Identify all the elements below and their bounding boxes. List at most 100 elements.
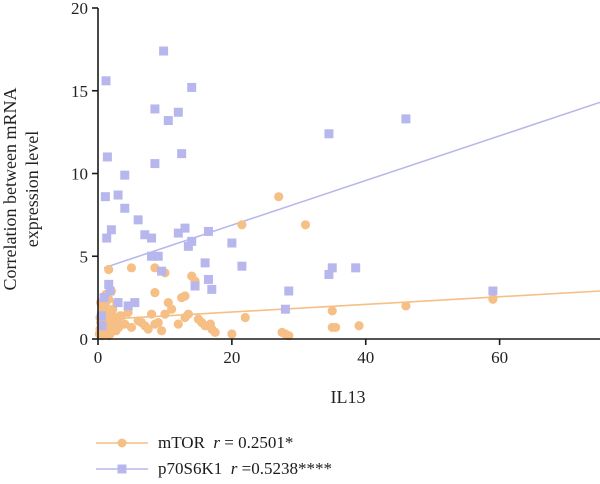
data-point — [401, 301, 411, 311]
x-tick-label: 20 — [223, 348, 240, 367]
data-point — [240, 312, 250, 323]
data-point — [105, 286, 115, 296]
data-point — [200, 258, 210, 268]
data-point — [177, 149, 187, 159]
data-point — [203, 226, 213, 236]
data-point — [150, 288, 160, 298]
data-point — [488, 294, 498, 304]
data-point — [105, 329, 115, 339]
x-tick-label: 60 — [491, 348, 508, 367]
y-axis-title-line-1: Correlation between mRNA — [0, 88, 20, 291]
data-point — [130, 298, 140, 308]
data-point — [140, 230, 150, 240]
data-point — [180, 291, 190, 301]
x-tick-label: 0 — [94, 348, 103, 367]
trend-line-p70s6k1 — [103, 101, 600, 269]
data-point — [104, 264, 114, 275]
legend-swatch-p70s6k1 — [96, 464, 148, 474]
data-point — [173, 107, 183, 117]
data-point — [190, 281, 200, 291]
data-point — [173, 319, 183, 329]
data-point — [180, 223, 190, 233]
data-point — [113, 190, 123, 200]
data-point — [203, 274, 213, 284]
data-point — [106, 307, 116, 318]
data-point — [401, 114, 411, 124]
data-point — [100, 192, 110, 202]
data-point — [331, 322, 341, 333]
data-point — [274, 192, 284, 202]
data-point — [237, 220, 247, 230]
y-axis-title-line-2: expression level — [22, 131, 42, 247]
data-point — [153, 317, 163, 328]
data-point — [102, 152, 112, 162]
legend-label-mtor: mTOR r = 0.2501* — [158, 430, 293, 456]
data-point — [113, 298, 123, 308]
legend-stat-value: = 0.2501* — [224, 433, 294, 452]
legend-series-name: mTOR — [158, 433, 205, 452]
data-point — [159, 46, 169, 56]
data-point — [173, 228, 183, 238]
data-point — [227, 329, 237, 339]
data-point — [327, 263, 337, 273]
data-point — [207, 284, 217, 294]
data-point — [163, 116, 173, 126]
data-point — [324, 269, 334, 279]
data-point — [101, 76, 111, 86]
data-point — [126, 322, 137, 333]
y-tick-label: 10 — [71, 165, 88, 184]
data-point — [106, 225, 116, 235]
data-point — [488, 286, 498, 296]
data-point — [280, 304, 290, 314]
data-point — [300, 220, 311, 230]
data-point — [227, 238, 237, 248]
data-point — [351, 263, 361, 273]
y-axis-title: Correlation between mRNA expression leve… — [0, 88, 42, 291]
plot-area: 0 5 10 15 20 0 20 40 60 — [71, 0, 600, 367]
data-point — [102, 233, 112, 243]
x-tick-label: 40 — [357, 348, 374, 367]
legend-swatch-mtor — [96, 438, 148, 448]
data-point — [133, 316, 143, 326]
data-point — [324, 129, 334, 139]
data-point — [160, 309, 170, 319]
data-point — [104, 279, 114, 289]
data-point — [183, 309, 193, 319]
data-point — [156, 326, 167, 336]
legend-series-name: p70S6K1 — [158, 459, 223, 478]
data-point — [157, 266, 167, 276]
data-point — [97, 321, 107, 331]
data-point — [150, 159, 160, 169]
data-point — [143, 324, 153, 334]
data-point — [205, 319, 216, 329]
data-point — [183, 241, 193, 251]
data-point — [120, 203, 130, 213]
data-point — [120, 170, 130, 180]
data-point — [167, 304, 177, 314]
y-tick-label: 5 — [80, 247, 89, 266]
data-point — [147, 251, 157, 261]
x-axis-title: IL13 — [331, 387, 366, 407]
data-point — [354, 321, 364, 331]
data-point — [123, 301, 133, 311]
data-point — [99, 293, 109, 303]
data-point — [210, 327, 220, 337]
y-tick-label: 0 — [80, 330, 89, 349]
data-point — [327, 306, 337, 316]
data-point — [284, 286, 294, 296]
data-point — [146, 309, 157, 319]
data-point — [147, 233, 157, 243]
legend-stat-symbol: r — [230, 459, 238, 478]
legend-stat-symbol: r — [213, 433, 221, 452]
data-point — [96, 311, 106, 321]
data-point — [187, 236, 197, 246]
y-tick-label: 15 — [71, 82, 88, 101]
data-point — [133, 215, 143, 225]
data-point — [237, 261, 247, 271]
data-point — [187, 82, 197, 92]
y-tick-label: 20 — [71, 0, 88, 18]
data-point — [150, 104, 160, 114]
data-point — [284, 331, 294, 341]
legend-stat-value: =0.5238**** — [241, 459, 332, 478]
